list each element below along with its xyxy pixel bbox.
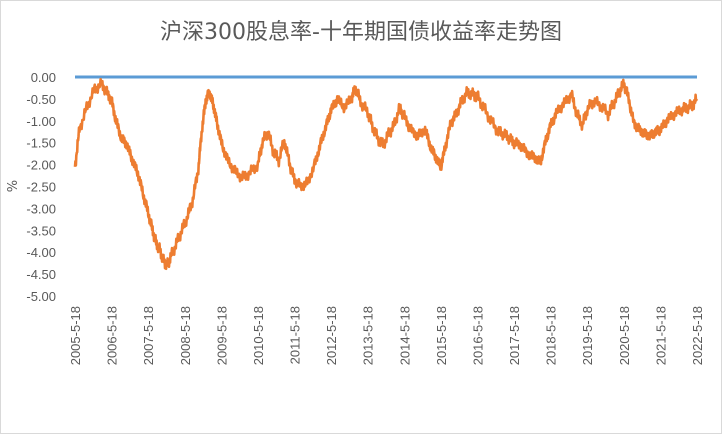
x-tick-label: 2012-5-18 (324, 306, 339, 365)
x-axis-ticks: 2005-5-18 2006-5-18 2007-5-18 2008-5-18 2009… (68, 306, 705, 365)
x-tick-label: 2014-5-18 (397, 306, 412, 365)
x-tick-label: 2016-5-18 (470, 306, 485, 365)
y-tick-label: -2.50 (26, 180, 56, 195)
x-tick-label: 2008-5-18 (178, 306, 193, 365)
y-tick-label: -0.50 (26, 92, 56, 107)
x-tick-label: 2010-5-18 (251, 306, 266, 365)
y-axis-ticks: 0.00 -0.50 -1.00 -1.50 -2.00 -2.50 -3.00 -3.50 -… (26, 70, 56, 304)
x-tick-label: 2017-5-18 (507, 306, 522, 365)
y-tick-label: -3.00 (26, 201, 56, 216)
x-tick-label: 2018-5-18 (544, 306, 559, 365)
x-tick-label: 2022-5-18 (690, 306, 705, 365)
series-layer (73, 75, 699, 271)
y-tick-label: -3.50 (26, 223, 56, 238)
x-tick-label: 2015-5-18 (434, 306, 449, 365)
y-tick-label: -1.00 (26, 114, 56, 129)
x-tick-label: 2020-5-18 (617, 306, 632, 365)
y-tick-label: -1.50 (26, 136, 56, 151)
y-tick-label: -5.00 (26, 289, 56, 304)
x-tick-label: 2019-5-18 (580, 306, 595, 365)
x-tick-label: 2011-5-18 (288, 306, 303, 364)
y-tick-label: -2.00 (26, 158, 56, 173)
y-tick-label: -4.50 (26, 267, 56, 282)
x-tick-label: 2009-5-18 (214, 306, 229, 365)
x-tick-label: 2013-5-18 (361, 306, 376, 365)
y-tick-label: -4.00 (26, 245, 56, 260)
y-tick-label: 0.00 (31, 70, 56, 85)
x-tick-label: 2021-5-18 (653, 306, 668, 365)
chart-title: 沪深300股息率-十年期国债收益率走势图 (160, 20, 562, 45)
x-tick-label: 2006-5-18 (105, 306, 120, 365)
x-tick-label: 2005-5-18 (68, 306, 83, 365)
y-axis-label: % (6, 180, 21, 192)
x-tick-label: 2007-5-18 (141, 306, 156, 365)
dividend-spread-line (73, 77, 699, 271)
